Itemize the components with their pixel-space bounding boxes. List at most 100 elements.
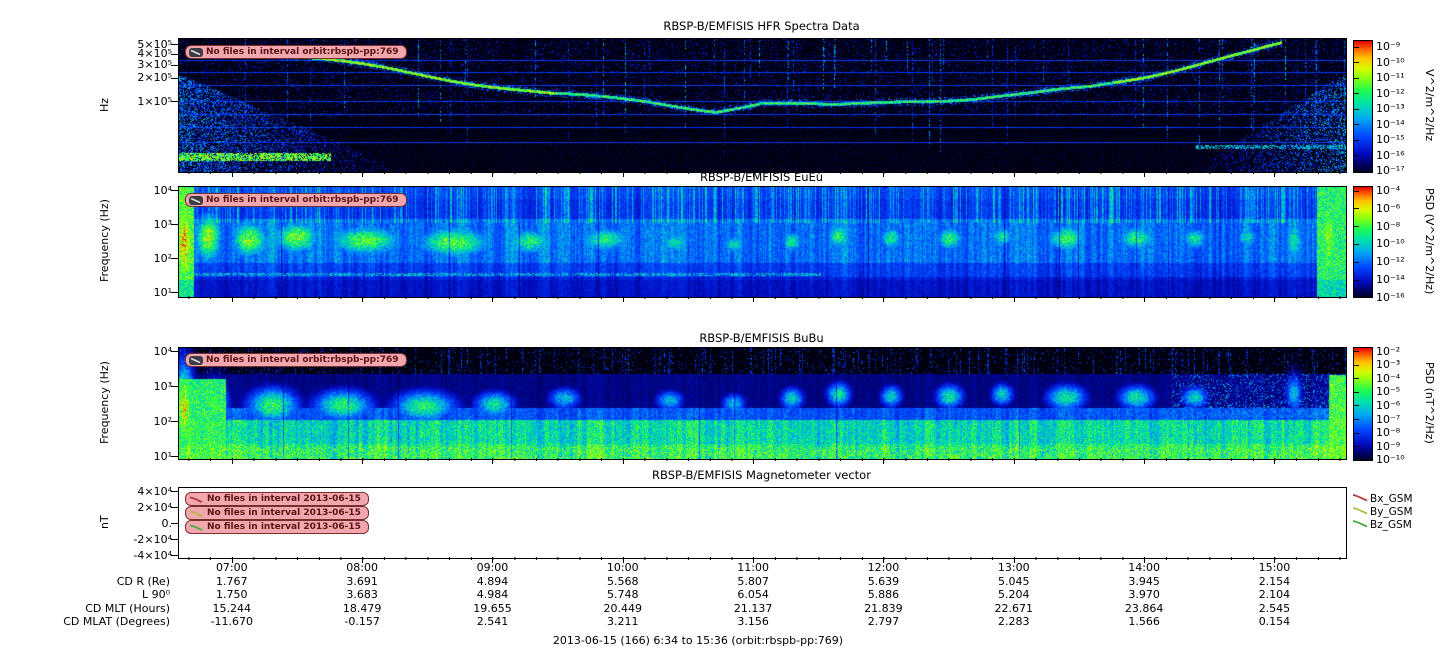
hfr-plot-area[interactable]: No files in interval orbit:rbspb-pp:769 xyxy=(178,38,1347,173)
time-tick-label: 11:00 xyxy=(737,561,769,574)
hour-tick-mark xyxy=(622,557,624,563)
hour-tick-mark xyxy=(231,557,233,563)
colorbar-tick-label: 10⁻¹¹ xyxy=(1376,71,1405,85)
colorbar-tick-label: 10⁻¹² xyxy=(1376,86,1405,100)
magnetometer-no-data-badge[interactable]: No files in interval 2013-06-15 xyxy=(185,520,369,534)
colorbar-tick-mark xyxy=(1354,124,1359,126)
colorbar-tick-label: 10⁻¹⁶ xyxy=(1376,290,1405,304)
y-tick-mark xyxy=(171,539,178,540)
hour-tick-mark xyxy=(362,296,364,302)
hour-tick-mark xyxy=(231,296,233,302)
table-cell: 3.211 xyxy=(607,615,639,628)
bubu-plot-area[interactable]: No files in interval orbit:rbspb-pp:769 xyxy=(178,347,1347,460)
magnetometer-no-data-badge[interactable]: No files in interval 2013-06-15 xyxy=(185,492,369,506)
time-tick-label: 08:00 xyxy=(346,561,378,574)
no-data-badge-label: No files in interval 2013-06-15 xyxy=(207,508,361,518)
no-data-badge-label: No files in interval orbit:rbspb-pp:769 xyxy=(206,355,399,365)
y-tick-mark xyxy=(171,101,178,102)
hour-tick-mark xyxy=(1144,557,1146,563)
colorbar-tick-label: 10⁻⁸ xyxy=(1376,219,1401,233)
legend-entry-bx_gsm[interactable]: Bx_GSM xyxy=(1352,492,1413,505)
table-cell: 1.566 xyxy=(1128,615,1160,628)
magnetometer-no-data-badge[interactable]: No files in interval 2013-06-15 xyxy=(185,506,369,520)
y-tick-label: 5×10⁵ xyxy=(137,37,172,51)
colorbar-tick-label: 10⁻⁴ xyxy=(1376,371,1401,385)
colorbar-tick-label: 10⁻¹⁵ xyxy=(1376,133,1405,147)
colorbar-tick-label: 10⁻¹³ xyxy=(1376,102,1405,116)
series-line-icon xyxy=(1352,505,1368,518)
panel1-no-data-badge[interactable]: No files in interval orbit:rbspb-pp:769 xyxy=(185,45,407,59)
table-cell: 5.886 xyxy=(867,588,900,601)
table-cell: 19.655 xyxy=(473,602,512,615)
colorbar-tick-mark xyxy=(1354,77,1359,79)
table-cell: 3.691 xyxy=(346,575,378,588)
warning-line-icon xyxy=(189,47,203,57)
legend-entry-bz_gsm[interactable]: Bz_GSM xyxy=(1352,518,1412,531)
colorbar-tick-label: 10⁻¹⁴ xyxy=(1376,273,1405,286)
colorbar-tick-mark xyxy=(1354,46,1359,48)
y-tick-mark xyxy=(171,507,178,508)
y-tick-label: 10¹ xyxy=(153,285,172,299)
table-cell: 3.945 xyxy=(1128,575,1160,588)
colorbar-tick-mark xyxy=(1354,432,1359,434)
y-tick-label: 4×10⁵ xyxy=(137,47,172,60)
time-axis-ticks xyxy=(178,557,1345,563)
table-row-label: CD MLT (Hours) xyxy=(85,602,170,615)
colorbar-tick-mark xyxy=(1354,62,1359,64)
y-tick-mark xyxy=(171,386,178,387)
series-line-icon xyxy=(1352,518,1368,531)
colorbar-tick-mark xyxy=(1354,297,1359,299)
table-cell: 5.748 xyxy=(607,588,639,601)
y-tick-label: -2×10⁴ xyxy=(133,532,172,546)
colorbar-tick-label: 10⁻¹⁰ xyxy=(1376,237,1405,251)
colorbar-tick-label: 10⁻⁹ xyxy=(1376,40,1401,53)
colorbar-tick-mark xyxy=(1354,190,1359,192)
y-tick-mark xyxy=(171,224,178,225)
panel3-no-data-badge[interactable]: No files in interval orbit:rbspb-pp:769 xyxy=(185,353,407,367)
y-tick-label: 2×10⁵ xyxy=(137,71,172,84)
colorbar-tick-label: 10⁻⁵ xyxy=(1376,385,1401,399)
time-axis-ticks xyxy=(178,458,1345,464)
hour-tick-mark xyxy=(492,557,494,563)
table-cell: 21.137 xyxy=(733,602,773,615)
table-cell: 20.449 xyxy=(603,602,643,615)
colorbar-tick-mark xyxy=(1354,364,1359,366)
panel2-colorbar[interactable] xyxy=(1353,186,1373,298)
y-tick-label: 10¹ xyxy=(153,449,172,463)
table-cell: 5.807 xyxy=(737,575,769,588)
table-cell: 5.639 xyxy=(867,575,900,588)
series-line-icon xyxy=(1352,492,1368,505)
time-axis-ticks xyxy=(178,171,1345,177)
series-line-icon xyxy=(189,509,204,518)
panel1-colorbar[interactable] xyxy=(1353,40,1373,173)
hfr-spectrogram[interactable] xyxy=(179,39,1346,172)
hour-tick-mark xyxy=(753,458,755,464)
y-tick-mark xyxy=(171,491,178,492)
colorbar-tick-mark xyxy=(1354,155,1359,157)
hour-tick-mark xyxy=(1144,458,1146,464)
hour-tick-mark xyxy=(1274,458,1276,464)
eueu-plot-area[interactable]: No files in interval orbit:rbspb-pp:769 xyxy=(178,186,1347,298)
legend-entry-by_gsm[interactable]: By_GSM xyxy=(1352,505,1413,518)
hour-tick-mark xyxy=(883,557,885,563)
magnetometer-plot-area[interactable] xyxy=(178,487,1347,559)
y-tick-label: 10³ xyxy=(153,379,172,393)
colorbar-tick-mark xyxy=(1354,351,1359,352)
colorbar-tick-label: 10⁻⁷ xyxy=(1376,412,1401,426)
panel3-y-axis-label: Frequency (Hz) xyxy=(98,361,111,444)
panel3-colorbar-label: PSD (nT^2/Hz) xyxy=(1423,362,1436,444)
table-cell: 23.864 xyxy=(1124,602,1164,615)
warning-line-icon xyxy=(189,195,203,205)
series-line-icon xyxy=(189,523,204,532)
table-cell: 4.984 xyxy=(476,588,509,601)
panel3-colorbar[interactable] xyxy=(1353,347,1373,461)
panel2-no-data-badge[interactable]: No files in interval orbit:rbspb-pp:769 xyxy=(185,193,407,207)
colorbar-tick-label: 10⁻¹⁰ xyxy=(1376,453,1405,467)
hour-tick-mark xyxy=(1013,171,1015,177)
hour-tick-mark xyxy=(362,458,364,464)
time-range-caption: 2013-06-15 (166) 6:34 to 15:36 (orbit:rb… xyxy=(552,634,844,647)
time-tick-label: 14:00 xyxy=(1128,561,1160,574)
colorbar-tick-mark xyxy=(1354,459,1359,461)
table-cell: 2.545 xyxy=(1258,602,1291,615)
table-row-label: L 90⁰ xyxy=(141,588,170,601)
